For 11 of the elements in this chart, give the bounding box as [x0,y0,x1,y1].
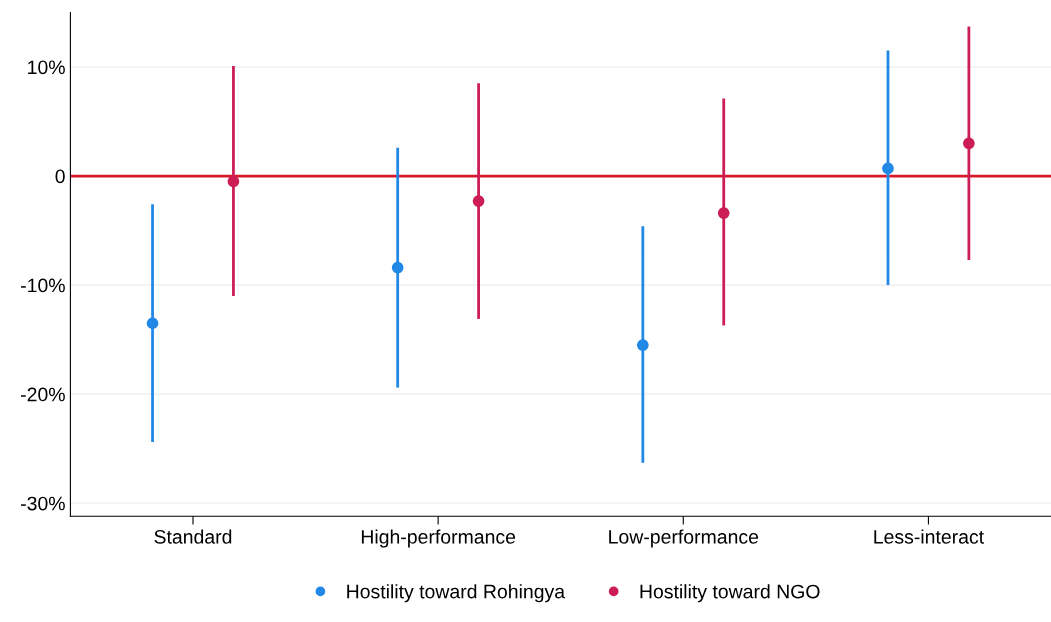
x-tick-label: Low-performance [609,529,759,548]
x-tick-label: High-performance [361,529,516,548]
x-tick-label: Less-interact [874,529,984,544]
x-tick-label: Standard [154,529,232,544]
legend-label: Hostility toward NGO [640,584,820,603]
y-tick-label: 10% [28,60,65,75]
y-tick-label: 0 [55,169,65,184]
y-tick-label: -10% [21,278,65,293]
legend-label: Hostility toward Rohingya [347,584,566,603]
y-tick-label: -30% [21,496,65,511]
y-tick-label: -20% [21,387,65,402]
